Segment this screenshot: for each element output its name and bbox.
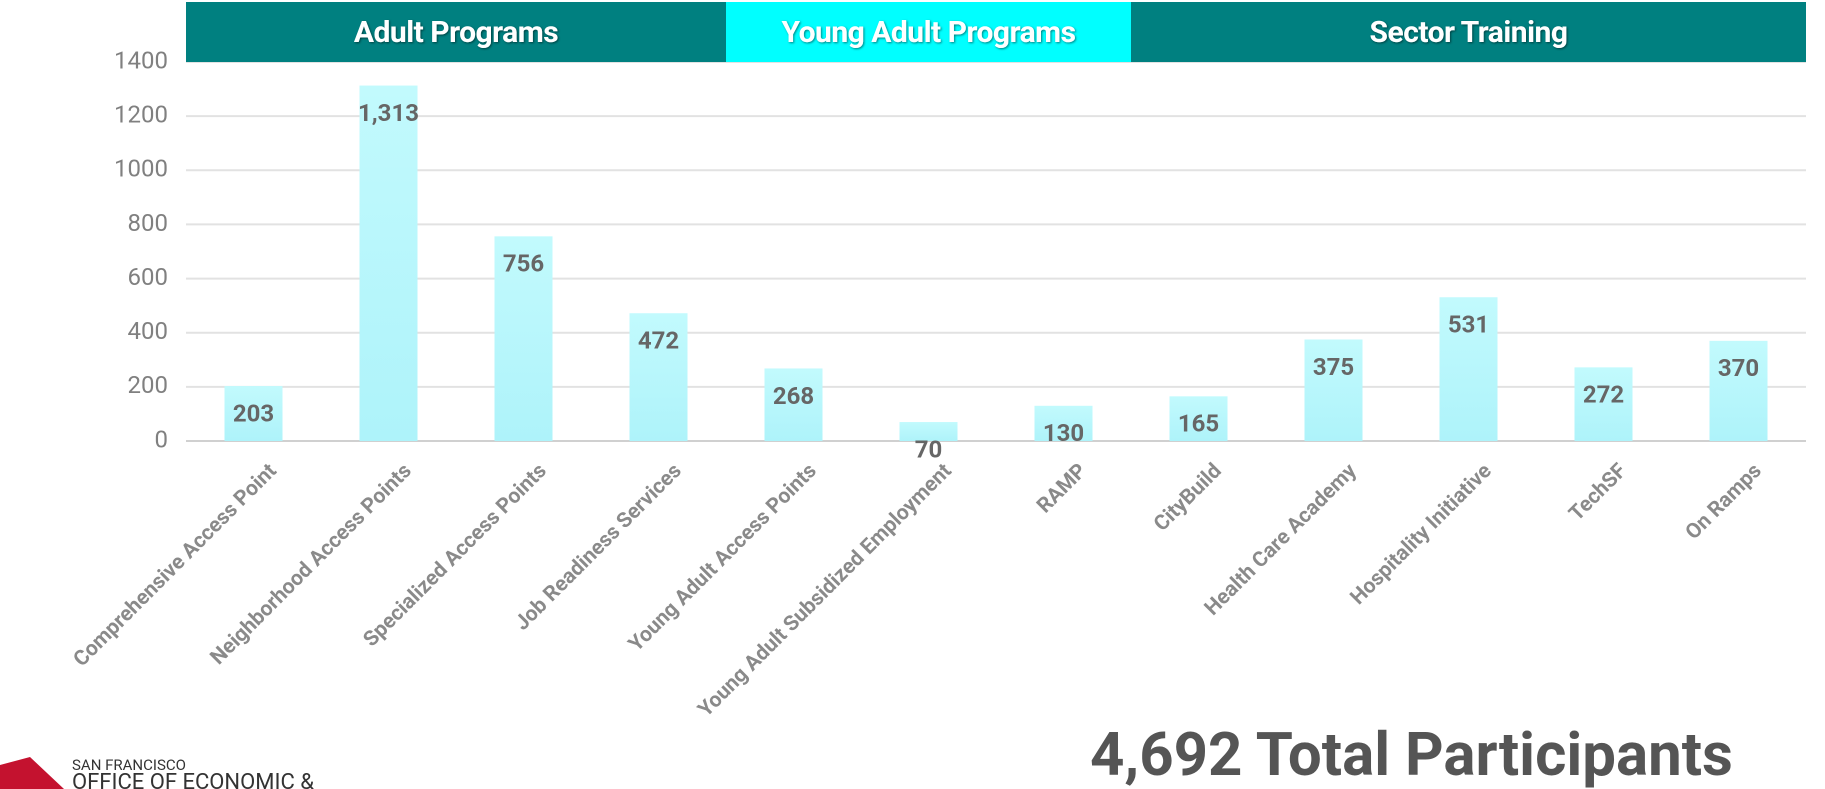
x-tick-label: CityBuild [1150,459,1227,536]
x-tick-label: RAMP [1033,459,1092,518]
group-header [726,2,1131,62]
group-header-label: Young Adult Programs [781,15,1075,50]
bar [494,236,553,441]
x-tick-label: Hospitality Initiative [1346,459,1497,610]
bar [224,386,283,441]
bar [1439,297,1498,441]
bar [899,422,958,441]
x-tick-label: On Ramps [1681,459,1767,545]
total-participants: 4,692 Total Participants [1090,719,1733,789]
value-label: 268 [773,382,814,410]
value-label: 531 [1448,311,1489,339]
bar [1709,340,1768,441]
x-tick-label: Young Adult Subsidized Employment [694,459,957,722]
group-header-label: Sector Training [1370,15,1568,50]
y-tick-label: 200 [128,371,168,399]
value-label: 472 [638,327,679,355]
bar [359,85,418,442]
value-label: 1,313 [358,99,419,127]
y-tick-label: 400 [128,317,168,345]
group-header [1131,2,1806,62]
y-tick-label: 1200 [114,100,168,128]
y-tick-label: 600 [128,263,168,291]
bar [1169,396,1228,441]
logo-mark [0,757,64,789]
value-label: 70 [915,435,943,463]
value-label: 756 [503,250,544,278]
x-tick-label: Health Care Academy [1200,459,1362,621]
value-label: 165 [1178,410,1219,438]
bar [1034,405,1093,441]
y-tick-label: 1000 [114,155,168,183]
value-label: 370 [1718,354,1759,382]
value-label: 130 [1043,419,1084,447]
bar [1304,339,1363,441]
bar [1574,367,1633,441]
logo-line1: SAN FRANCISCO [72,756,186,774]
y-tick-label: 800 [128,209,168,237]
x-tick-label: TechSF [1565,459,1632,526]
value-label: 203 [233,399,274,427]
value-label: 272 [1583,381,1624,409]
bar [629,313,688,441]
bar [764,368,823,441]
group-header [186,2,726,62]
y-tick-label: 1400 [114,46,168,74]
group-header-label: Adult Programs [354,15,558,50]
y-tick-label: 0 [155,425,169,453]
logo-line2: OFFICE OF ECONOMIC & [72,770,314,789]
value-label: 375 [1313,353,1354,381]
